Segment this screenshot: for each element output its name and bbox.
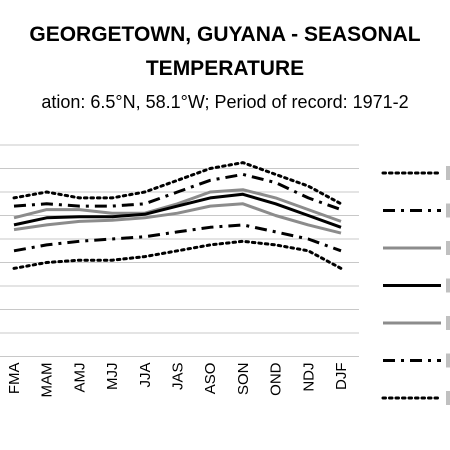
- x-tick-label: JAS: [170, 363, 187, 391]
- x-tick-label: FMA: [6, 363, 23, 395]
- legend-label-clipped-4: [446, 278, 450, 293]
- legend-label-clipped-5: [446, 316, 450, 330]
- chart-subtitle: ation: 6.5°N, 58.1°W; Period of record: …: [41, 92, 409, 112]
- x-tick-label: SON: [235, 363, 252, 396]
- x-tick-label: OND: [268, 362, 285, 396]
- x-tick-label: MJJ: [104, 363, 121, 391]
- x-tick-label: NDJ: [300, 363, 317, 392]
- x-tick-label: AMJ: [71, 363, 88, 393]
- chart-title-line-1: GEORGETOWN, GUYANA - SEASONAL: [29, 23, 421, 46]
- x-tick-label: DJF: [333, 363, 350, 391]
- series-line-4: [13, 192, 342, 229]
- x-tick-label: JJA: [137, 363, 154, 388]
- series-line-6: [13, 223, 342, 253]
- series-line-5: [13, 202, 342, 235]
- chart-title-line-2: TEMPERATURE: [145, 57, 305, 80]
- series-line-7: [12, 239, 343, 270]
- legend-label-clipped-3: [446, 241, 450, 255]
- series-line-2: [13, 172, 342, 212]
- series-line-3: [13, 188, 342, 223]
- legend-label-clipped-7: [446, 391, 450, 405]
- legend-label-clipped-2: [446, 203, 450, 218]
- legend-label-clipped-6: [446, 353, 450, 368]
- legend-label-clipped-1: [446, 166, 450, 180]
- series-line-1: [12, 161, 343, 206]
- x-tick-label: ASO: [202, 363, 219, 395]
- x-tick-label: MAM: [39, 363, 56, 398]
